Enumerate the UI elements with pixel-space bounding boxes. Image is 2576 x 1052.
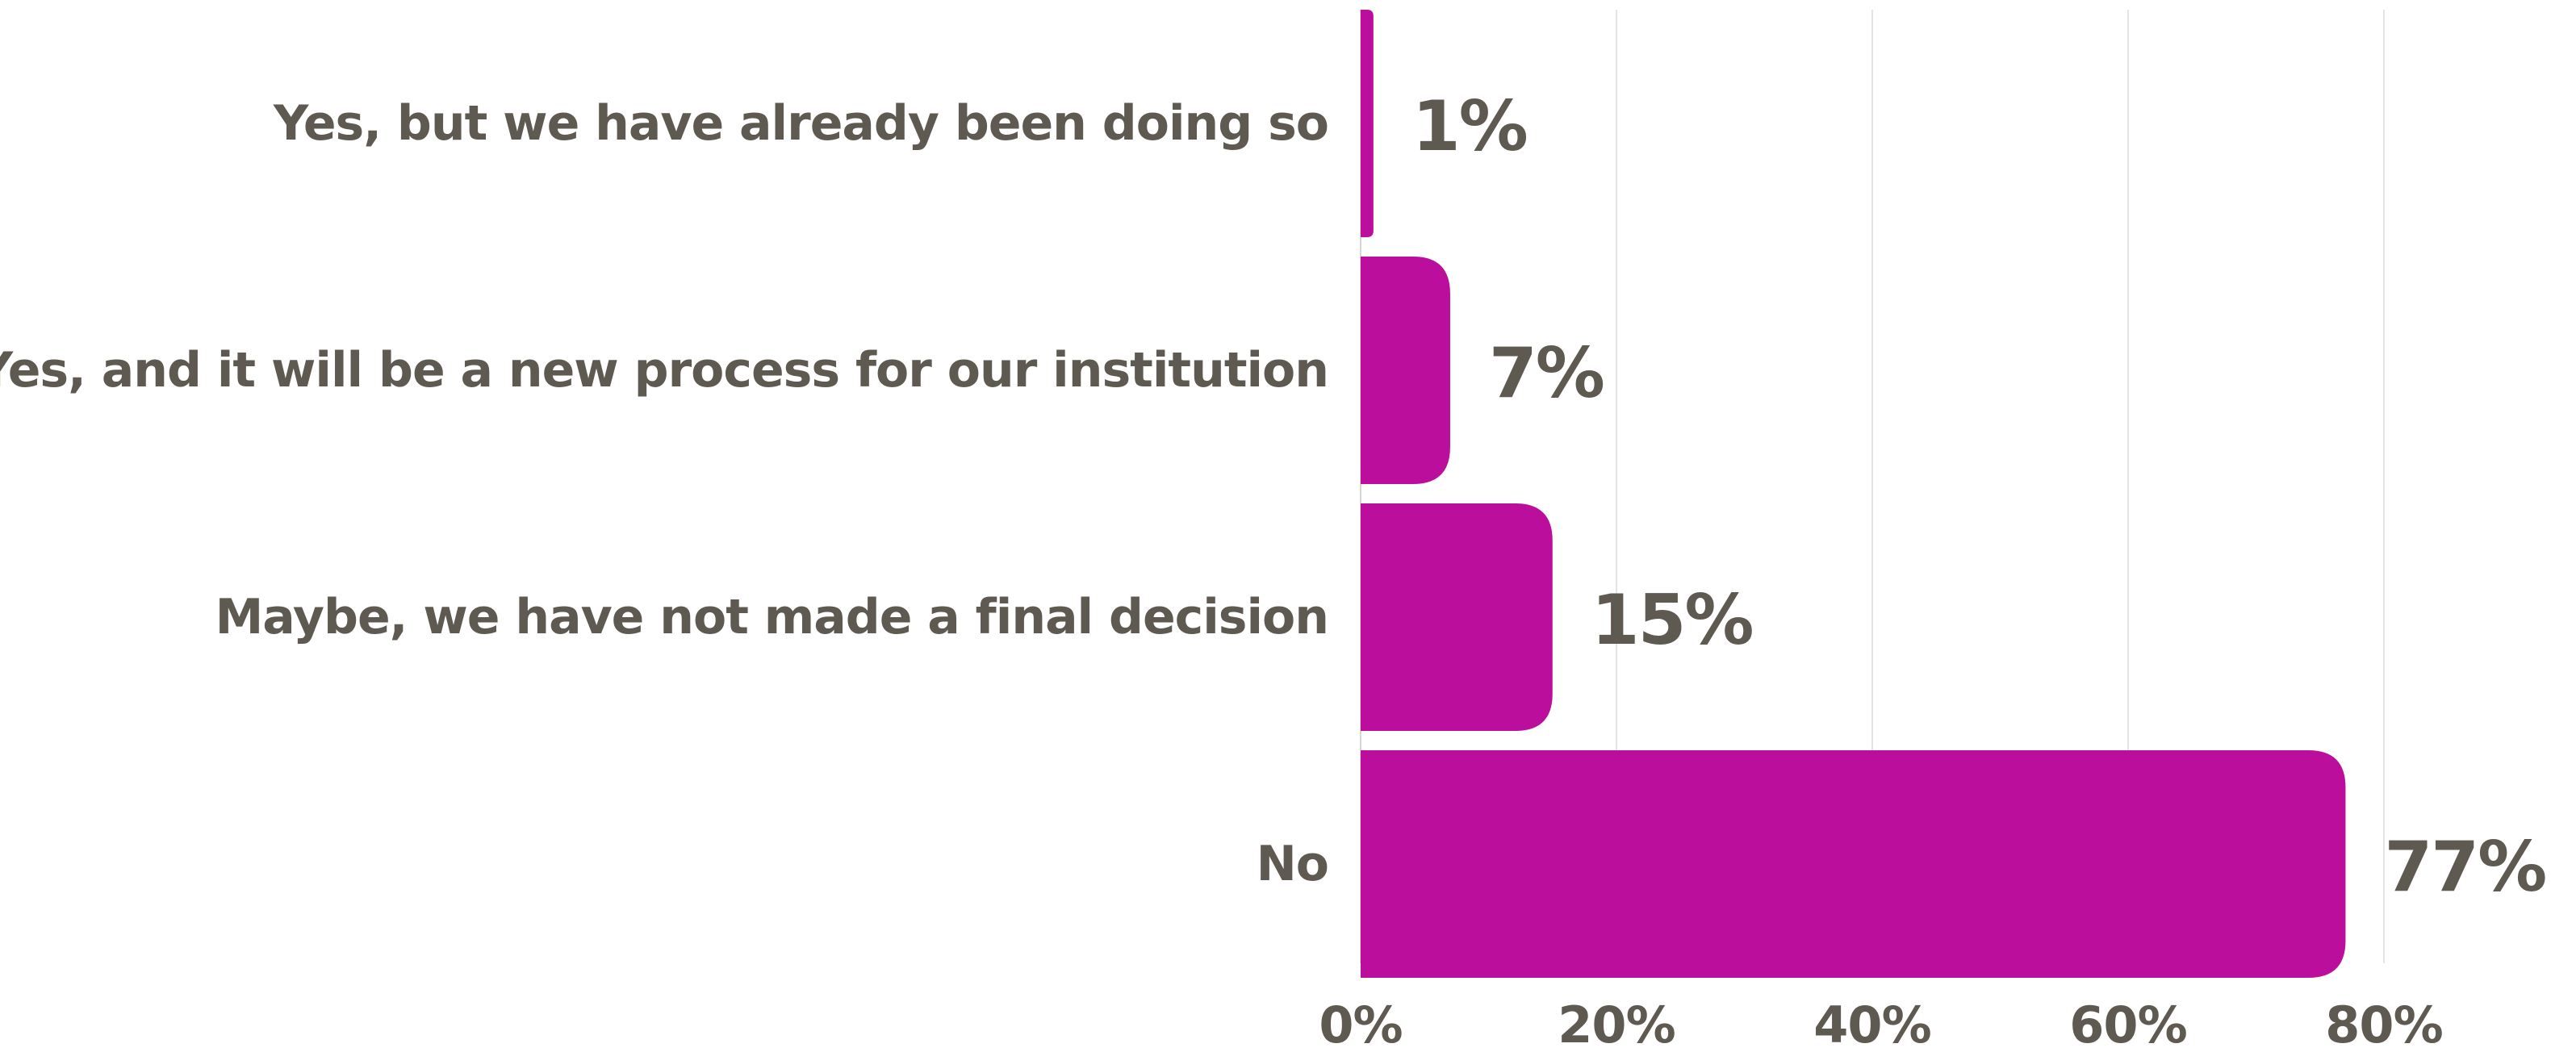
x-tick-label: 20% [1558, 996, 1675, 1052]
value-label: 1% [1412, 86, 1527, 167]
x-tick-label: 80% [2325, 996, 2442, 1052]
value-labels: 1% 7% 15% 77% [1412, 86, 2547, 908]
value-label: 7% [1489, 333, 1604, 414]
x-tick-label: 40% [1813, 996, 1930, 1052]
bar [1361, 10, 1374, 237]
x-tick-label: 60% [2069, 996, 2186, 1052]
category-label: Maybe, we have not made a final decision [215, 589, 1328, 645]
x-tick-label: 0% [1319, 996, 1402, 1052]
category-label: Yes, but we have already been doing so [273, 95, 1328, 152]
bar [1361, 750, 2346, 978]
bar [1361, 503, 1553, 731]
bars [1361, 10, 2346, 978]
category-labels: Yes, but we have already been doing so Ye… [0, 95, 1329, 892]
category-label: No [1257, 836, 1328, 892]
value-label: 15% [1591, 580, 1753, 661]
x-axis-ticks: 0% 20% 40% 60% 80% [1319, 996, 2443, 1052]
bar [1361, 257, 1450, 484]
category-label: Yes, and it will be a new process for ou… [0, 342, 1328, 399]
value-label: 77% [2384, 827, 2545, 908]
